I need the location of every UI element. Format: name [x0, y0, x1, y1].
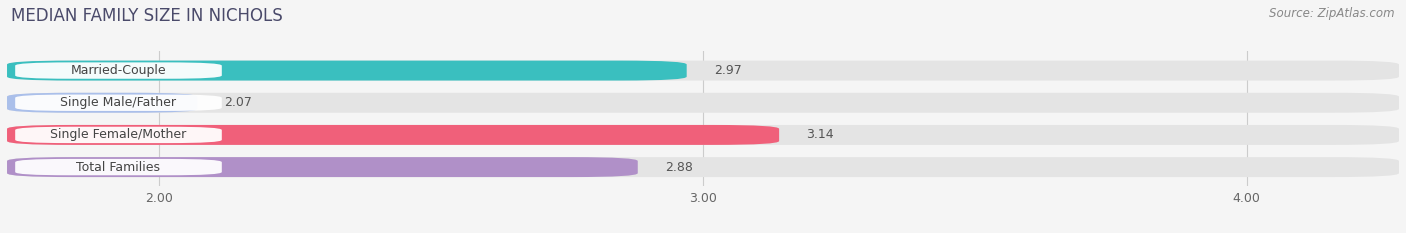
Text: Single Female/Mother: Single Female/Mother — [51, 128, 187, 141]
FancyBboxPatch shape — [15, 95, 222, 111]
Text: 2.97: 2.97 — [714, 64, 741, 77]
FancyBboxPatch shape — [7, 61, 686, 81]
FancyBboxPatch shape — [7, 157, 1399, 177]
FancyBboxPatch shape — [7, 157, 638, 177]
FancyBboxPatch shape — [15, 62, 222, 79]
FancyBboxPatch shape — [7, 93, 1399, 113]
FancyBboxPatch shape — [7, 61, 1399, 81]
FancyBboxPatch shape — [7, 125, 1399, 145]
Text: Total Families: Total Families — [76, 161, 160, 174]
Text: MEDIAN FAMILY SIZE IN NICHOLS: MEDIAN FAMILY SIZE IN NICHOLS — [11, 7, 283, 25]
Text: Single Male/Father: Single Male/Father — [60, 96, 177, 109]
Text: 2.07: 2.07 — [225, 96, 253, 109]
Text: Source: ZipAtlas.com: Source: ZipAtlas.com — [1270, 7, 1395, 20]
Text: 2.88: 2.88 — [665, 161, 693, 174]
FancyBboxPatch shape — [15, 159, 222, 175]
Text: 3.14: 3.14 — [806, 128, 834, 141]
FancyBboxPatch shape — [7, 93, 197, 113]
Text: Married-Couple: Married-Couple — [70, 64, 166, 77]
FancyBboxPatch shape — [15, 127, 222, 143]
FancyBboxPatch shape — [7, 125, 779, 145]
